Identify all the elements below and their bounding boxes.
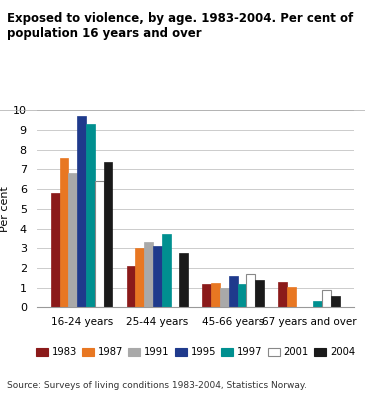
Bar xyxy=(95,181,104,307)
Bar xyxy=(255,280,264,307)
Bar xyxy=(220,288,229,307)
Text: Exposed to violence, by age. 1983-2004. Per cent of
population 16 years and over: Exposed to violence, by age. 1983-2004. … xyxy=(7,12,354,40)
Bar xyxy=(229,276,238,307)
Bar xyxy=(60,158,69,307)
Legend: 1983, 1987, 1991, 1995, 1997, 2001, 2004: 1983, 1987, 1991, 1995, 1997, 2001, 2004 xyxy=(31,344,359,361)
Bar xyxy=(77,116,86,307)
Text: Source: Surveys of living conditions 1983-2004, Statistics Norway.: Source: Surveys of living conditions 198… xyxy=(7,381,307,390)
Bar xyxy=(69,173,77,307)
Bar xyxy=(144,242,153,307)
Bar xyxy=(278,282,287,307)
Bar xyxy=(127,266,135,307)
Bar xyxy=(331,296,339,307)
Bar xyxy=(179,253,188,307)
Bar xyxy=(104,162,112,307)
Bar xyxy=(246,274,255,307)
Y-axis label: Per cent: Per cent xyxy=(0,186,10,232)
Bar xyxy=(153,246,162,307)
Bar xyxy=(135,248,144,307)
Bar xyxy=(86,124,95,307)
Bar xyxy=(162,234,170,307)
Bar xyxy=(238,284,246,307)
Bar xyxy=(51,193,60,307)
Bar xyxy=(313,301,322,307)
Bar xyxy=(287,287,296,307)
Bar xyxy=(203,284,211,307)
Bar xyxy=(322,290,331,307)
Bar xyxy=(211,283,220,307)
